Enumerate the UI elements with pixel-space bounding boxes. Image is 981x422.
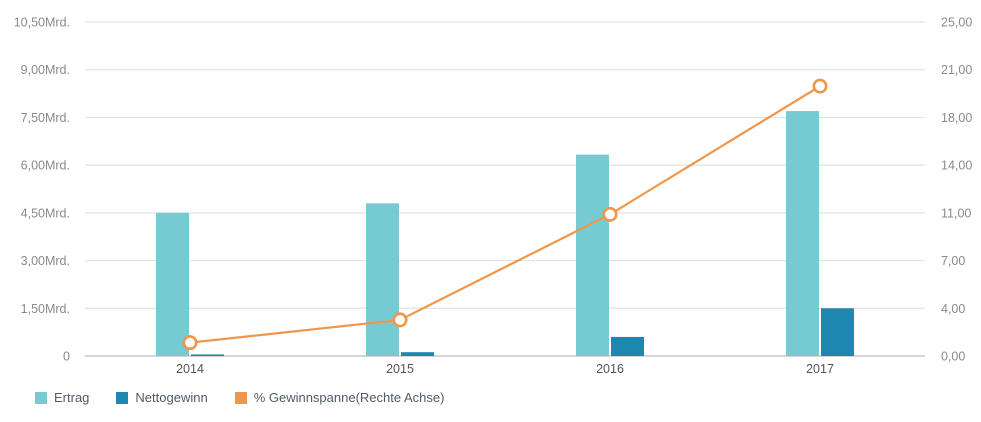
legend-label-nettogewinn: Nettogewinn [135, 390, 208, 405]
legend-swatch-gewinnspanne [234, 391, 247, 404]
right-axis-tick-label: 4,00 [941, 302, 965, 316]
left-axis-tick-label: 4,50Mrd. [21, 206, 70, 220]
legend-item-gewinnspanne[interactable]: % Gewinnspanne(Rechte Achse) [234, 390, 445, 405]
left-axis-tick-label: 9,00Mrd. [21, 63, 70, 77]
left-axis-tick-label: 7,50Mrd. [21, 111, 70, 125]
left-axis-tick-label: 0 [63, 350, 70, 364]
left-axis-tick-label: 3,00Mrd. [21, 254, 70, 268]
line-gewinnspanne [189, 85, 821, 344]
left-axis-tick-label: 10,50Mrd. [14, 16, 70, 30]
point-gewinnspanne-2016[interactable] [602, 206, 618, 222]
point-gewinnspanne-2017[interactable] [812, 78, 828, 94]
bar-nettogewinn-2017[interactable] [821, 308, 854, 356]
bar-ertrag-2017[interactable] [786, 111, 819, 356]
legend-item-ertrag[interactable]: Ertrag [35, 390, 89, 405]
x-axis-label-2016: 2016 [596, 362, 624, 376]
chart-legend: Ertrag Nettogewinn % Gewinnspanne(Rechte… [35, 390, 444, 405]
legend-swatch-nettogewinn [116, 391, 129, 404]
right-axis-tick-label: 25,00 [941, 16, 972, 30]
legend-swatch-ertrag [35, 391, 47, 404]
legend-label-gewinnspanne: % Gewinnspanne(Rechte Achse) [253, 390, 445, 405]
right-axis-tick-label: 0,00 [941, 350, 965, 364]
combo-chart: 0 0,00 1,50Mrd. 4,00 3,00Mrd. 7,00 4,50Mrd. 11,… [14, 16, 973, 377]
bar-ertrag-2014[interactable] [156, 212, 189, 356]
legend-label-ertrag: Ertrag [54, 390, 90, 405]
x-axis-label-2017: 2017 [806, 362, 834, 376]
right-axis-tick-label: 14,00 [941, 159, 972, 173]
right-axis-tick-label: 11,00 [941, 206, 971, 220]
right-axis-tick-label: 7,00 [941, 254, 965, 268]
point-gewinnspanne-2015[interactable] [392, 312, 408, 328]
right-axis-tick-label: 18,00 [941, 111, 972, 125]
legend-item-nettogewinn[interactable]: Nettogewinn [116, 390, 208, 405]
left-axis-tick-label: 6,00Mrd. [21, 159, 70, 173]
bar-nettogewinn-2015[interactable] [401, 352, 434, 356]
x-axis-label-2014: 2014 [176, 362, 204, 376]
bar-ertrag-2015[interactable] [366, 203, 399, 356]
right-axis-tick-label: 21,00 [941, 63, 972, 77]
bar-nettogewinn-2014[interactable] [191, 354, 224, 356]
x-axis-label-2015: 2015 [386, 362, 414, 376]
left-axis-tick-label: 1,50Mrd. [21, 302, 70, 316]
point-gewinnspanne-2014[interactable] [182, 335, 198, 351]
bar-ertrag-2016[interactable] [576, 154, 609, 356]
bar-nettogewinn-2016[interactable] [611, 336, 644, 356]
